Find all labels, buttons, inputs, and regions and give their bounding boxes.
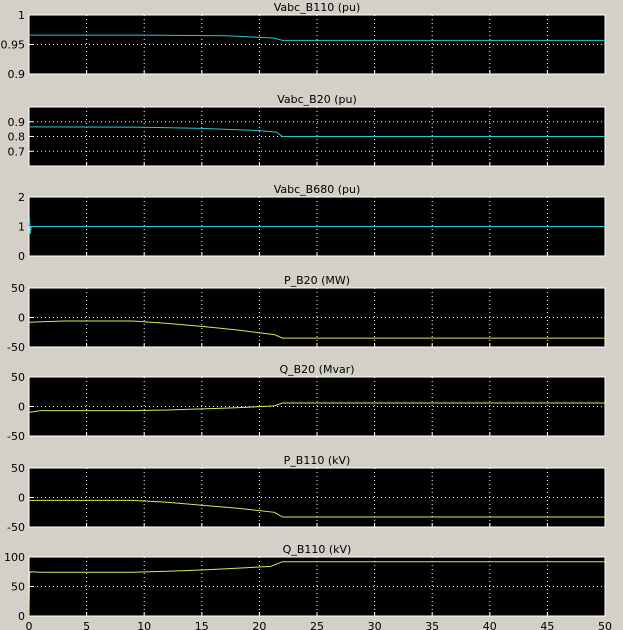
x-tick-label: 25: [310, 620, 324, 630]
panel-title: Q_B20 (Mvar): [279, 363, 354, 376]
y-tick-label: -50: [7, 430, 25, 443]
panel-title: P_B20 (MW): [284, 274, 350, 287]
series-line: [28, 402, 605, 413]
x-tick-label: 50: [598, 620, 612, 630]
scope-panel-1: Vabc_B110 (pu) 0.9 0.95 1: [1, 1, 606, 81]
scope-panel-6: P_B110 (kV) -50 0 50: [7, 454, 606, 534]
scope-panel-5: Q_B20 (Mvar) -50 0 50: [7, 363, 606, 443]
x-tick-label: 5: [83, 620, 90, 630]
panel-title: Vabc_B20 (pu): [277, 93, 357, 106]
y-tick-label: -50: [7, 341, 25, 354]
y-tick-label: 100: [4, 551, 25, 564]
series-line: [29, 34, 605, 41]
scope-panel-3: Vabc_B680 (pu) 0 1 2: [18, 183, 606, 263]
y-tick-label: 0.8: [8, 131, 26, 144]
panel-title: Vabc_B110 (pu): [274, 1, 361, 14]
panel-title: Q_B110 (kV): [283, 543, 352, 556]
y-tick-label: 0.9: [8, 68, 26, 81]
x-tick-label: 45: [540, 620, 554, 630]
series-line: [28, 561, 605, 617]
y-tick-label: 1: [18, 9, 25, 22]
y-tick-label: -50: [7, 521, 25, 534]
series-line: [28, 126, 605, 137]
y-tick-label: 0.95: [1, 39, 26, 52]
y-tick-label: 0: [18, 610, 25, 623]
y-tick-label: 0: [18, 250, 25, 263]
scope-panel-7: Q_B110 (kV) 0 50 100: [4, 543, 606, 623]
series-line: [28, 320, 605, 339]
y-tick-label: 0: [18, 401, 25, 414]
series-line: [29, 499, 605, 518]
y-tick-label: 0.9: [8, 116, 26, 129]
x-tick-label: 10: [137, 620, 151, 630]
x-tick-label: 20: [252, 620, 266, 630]
x-tick-label: 30: [368, 620, 382, 630]
x-tick-label: 0: [26, 620, 33, 630]
y-tick-label: 50: [11, 282, 25, 295]
y-tick-label: 50: [11, 581, 25, 594]
series-line: [28, 217, 605, 234]
x-tick-label: 40: [483, 620, 497, 630]
x-tick-label: 15: [195, 620, 209, 630]
y-tick-label: 50: [11, 462, 25, 475]
y-tick-label: 0: [18, 492, 25, 505]
panel-title: Vabc_B680 (pu): [274, 183, 361, 196]
panel-title: P_B110 (kV): [284, 454, 351, 467]
y-tick-label: 0: [18, 312, 25, 325]
y-tick-label: 1: [18, 221, 25, 234]
y-tick-label: 50: [11, 371, 25, 384]
scope-panel-2: Vabc_B20 (pu) 0.70.8 0.9: [8, 93, 606, 167]
x-tick-label: 35: [425, 620, 439, 630]
y-tick-label: 2: [18, 191, 25, 204]
scope-panel-4: P_B20 (MW) -50 0 50: [7, 274, 606, 354]
y-tick-label: 0.7: [8, 145, 26, 158]
